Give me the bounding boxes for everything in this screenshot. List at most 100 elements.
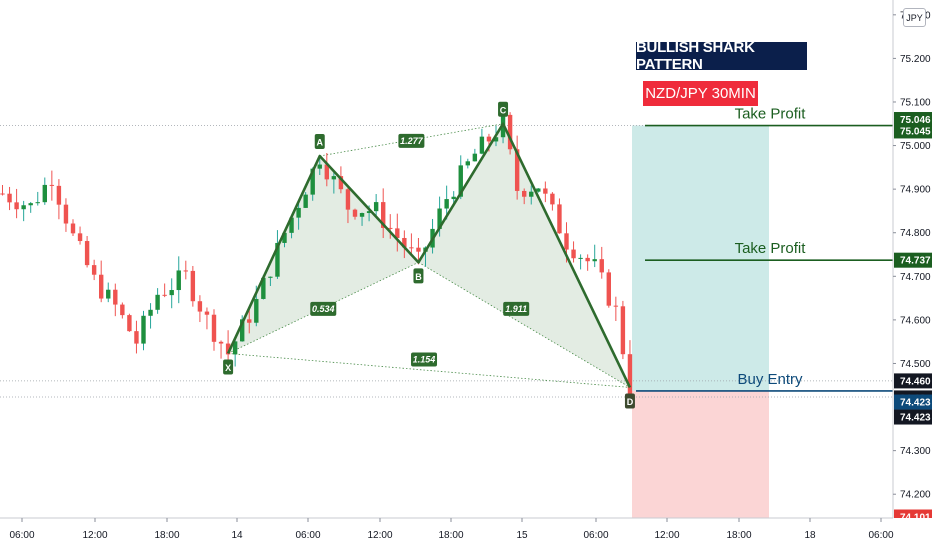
candle-body <box>543 188 548 194</box>
chart-subtitle: NZD/JPY 30MIN <box>643 81 758 106</box>
price-tick-label: 75.000 <box>900 141 931 152</box>
level-label: Take Profit <box>735 240 807 257</box>
candle-body <box>345 189 351 210</box>
price-label: 74.423 <box>900 413 931 424</box>
level-label: Take Profit <box>735 106 807 123</box>
candle-body <box>388 227 393 229</box>
candle-body <box>479 136 485 154</box>
candle-body <box>254 298 259 323</box>
candles <box>0 105 633 405</box>
time-tick-label: 18:00 <box>154 530 179 541</box>
price-tick-label: 74.500 <box>900 359 931 370</box>
candle-body <box>204 311 210 315</box>
candle-body <box>134 331 139 344</box>
ratio-tag-bg <box>411 352 438 367</box>
candle-body <box>0 193 5 195</box>
time-tick-label: 12:00 <box>654 530 679 541</box>
price-tick-label: 74.700 <box>900 272 931 283</box>
price-label-bg <box>894 409 932 425</box>
pattern-triangle-bcd <box>418 123 630 388</box>
time-tick-label: 06:00 <box>9 530 34 541</box>
pattern-labels: X A B C D 1.277 0.534 1.911 1.154 <box>223 101 635 409</box>
ratio-tag-bg <box>398 133 425 148</box>
candle-body <box>514 149 520 191</box>
candle-body <box>451 196 456 200</box>
candle-body <box>529 191 534 197</box>
candle-body <box>21 205 26 210</box>
time-axis: 06:00 12:00 18:00 14 06:00 12:00 18:00 15 06:00 1… <box>0 517 932 550</box>
price-label: 74.460 <box>900 376 931 387</box>
time-tick-label: 18 <box>804 530 816 541</box>
ratio-line <box>228 353 630 388</box>
candle-body <box>162 294 167 296</box>
candle-body <box>289 217 294 233</box>
pattern-legs <box>226 122 632 389</box>
time-axis-bg <box>0 518 932 550</box>
candle-body <box>472 153 478 162</box>
point-tag-bg <box>314 134 325 150</box>
candle-body <box>493 137 499 142</box>
candle-body <box>169 290 174 296</box>
ratio-line <box>418 262 631 388</box>
candle-body <box>557 204 562 234</box>
price-tick-label: 74.800 <box>900 228 931 239</box>
candle-body <box>176 270 181 291</box>
candle-body <box>458 165 463 197</box>
candle-body <box>550 193 555 205</box>
time-tick-label: 12:00 <box>82 530 107 541</box>
price-label: 74.737 <box>900 256 931 267</box>
candle-body <box>247 319 252 323</box>
candle-body <box>28 203 33 206</box>
price-label-bg <box>894 394 932 410</box>
ratio-tag-bg <box>503 301 530 316</box>
candle-body <box>359 213 365 217</box>
ratio-label: 0.534 <box>312 304 335 314</box>
point-label: D <box>627 397 634 407</box>
price-label-bg <box>894 252 932 268</box>
candle-body <box>366 211 372 214</box>
candle-body <box>183 270 188 272</box>
price-tick-label: 74.600 <box>900 315 931 326</box>
profit-zone <box>632 125 769 391</box>
candle-body <box>190 270 196 302</box>
point-tag-bg <box>624 393 635 409</box>
candle-body <box>507 114 513 150</box>
candle-body <box>627 354 633 395</box>
price-tick-label: 74.900 <box>900 185 931 196</box>
candle-body <box>324 164 329 180</box>
candle-body <box>592 259 597 262</box>
price-label-bg <box>894 112 932 128</box>
ratio-label: 1.277 <box>400 136 424 146</box>
candle-body <box>352 209 358 217</box>
price-label: 74.423 <box>900 398 931 409</box>
candle-body <box>148 309 153 316</box>
candle-body <box>268 276 273 278</box>
candle-body <box>197 301 203 312</box>
ratio-line <box>319 123 504 157</box>
candle-body <box>465 161 470 166</box>
axis-bg <box>893 0 932 550</box>
price-tick-label: 75.100 <box>900 97 931 108</box>
candle-body <box>444 199 449 209</box>
candle-body <box>113 289 118 305</box>
currency-button[interactable]: JPY <box>903 8 926 27</box>
candle-body <box>536 188 541 192</box>
candle-body <box>261 277 266 299</box>
point-tag-bg <box>413 268 424 284</box>
candle-body <box>84 241 90 266</box>
price-axis: 75.30075.20075.10075.00074.90074.80074.7… <box>892 0 932 550</box>
candle-body <box>120 304 125 316</box>
point-label: X <box>225 363 231 373</box>
candle-body <box>35 202 40 204</box>
price-label-bg <box>894 373 932 389</box>
candle-body <box>522 190 527 197</box>
candle-body <box>620 306 626 355</box>
candle-body <box>282 232 287 243</box>
candle-body <box>437 208 442 229</box>
candle-body <box>77 233 83 242</box>
time-tick-label: 06:00 <box>583 530 608 541</box>
candle-body <box>56 185 62 205</box>
price-label: 75.045 <box>900 126 931 137</box>
time-tick-label: 06:00 <box>868 530 893 541</box>
